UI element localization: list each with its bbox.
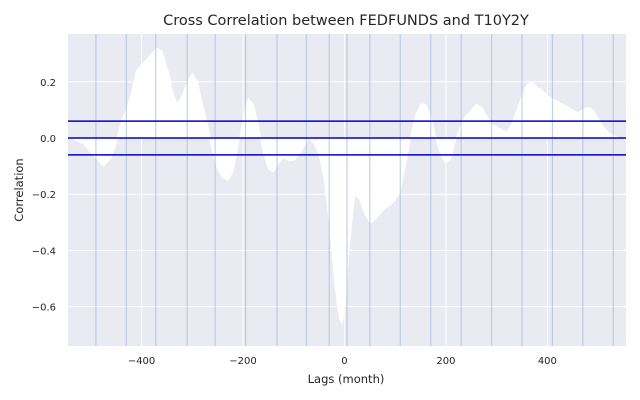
x-tick-label: −400: [128, 356, 155, 367]
y-tick-label: −0.6: [32, 303, 56, 314]
x-tick-label: 200: [436, 356, 455, 367]
vertical-lag-lines: [95, 34, 614, 346]
tick-labels: −400 −200 0 200 400 0.2 0.0 −0.2 −0.4 −0.6: [32, 78, 557, 367]
y-tick-label: −0.4: [32, 246, 56, 257]
x-tick-label: −200: [229, 356, 256, 367]
y-tick-label: 0.2: [40, 78, 56, 89]
x-tick-label: 0: [341, 356, 347, 367]
x-tick-label: 400: [538, 356, 557, 367]
y-tick-label: −0.2: [32, 190, 56, 201]
chart-title: Cross Correlation between FEDFUNDS and T…: [163, 13, 529, 29]
y-tick-label: 0.0: [40, 134, 56, 145]
y-axis-label: Correlation: [12, 158, 26, 221]
x-axis-label: Lags (month): [308, 372, 385, 386]
threshold-lines: [68, 120, 626, 156]
